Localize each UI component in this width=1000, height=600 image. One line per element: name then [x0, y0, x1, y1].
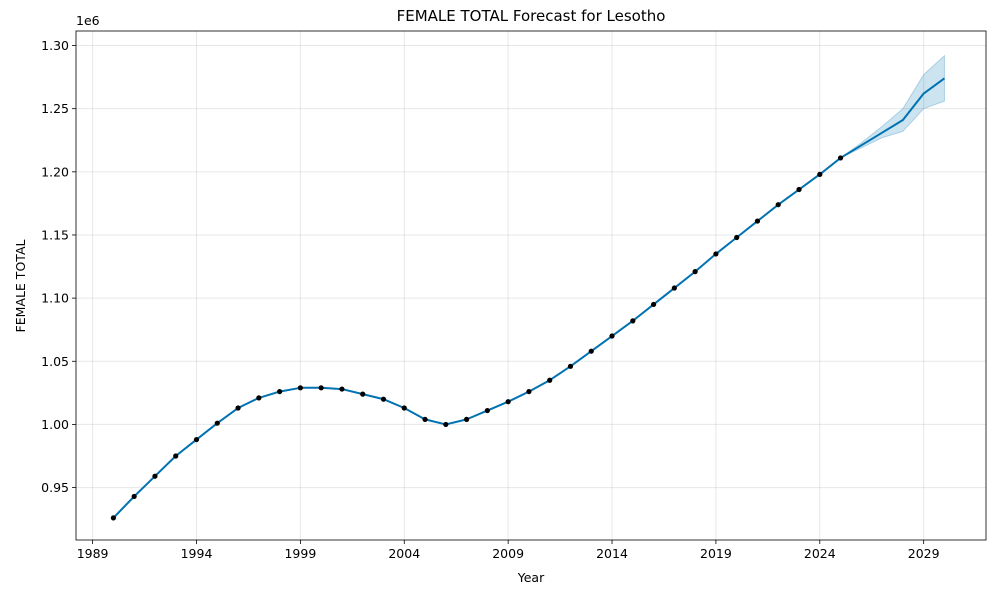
y-axis-offset-label: 1e6 — [76, 13, 100, 28]
y-tick-label: 1.20 — [41, 164, 69, 179]
x-tick-label: 2029 — [908, 546, 940, 561]
y-tick-label: 0.95 — [41, 480, 69, 495]
observed-point — [547, 377, 553, 383]
x-axis-ticks: 1989 1994 1999 2004 2009 2014 2019 2024 2029 — [77, 540, 940, 561]
y-tick-label: 1.05 — [41, 354, 69, 369]
y-axis-ticks: 0.95 1.00 1.05 1.10 1.15 1.20 1.25 1.30 — [41, 38, 76, 495]
x-tick-label: 1994 — [181, 546, 213, 561]
observed-point — [526, 388, 532, 395]
observed-point — [360, 391, 366, 397]
y-tick-label: 1.25 — [41, 101, 69, 116]
observed-point — [256, 395, 262, 401]
x-tick-label: 2014 — [596, 546, 628, 561]
observed-point — [609, 333, 615, 339]
x-axis-label: Year — [517, 570, 545, 585]
observed-point — [484, 407, 490, 414]
observed-point — [443, 421, 449, 428]
observed-point — [277, 388, 283, 395]
observed-point — [796, 186, 802, 193]
plot-frame — [75, 30, 987, 541]
y-tick-label: 1.30 — [41, 38, 69, 53]
observed-point — [713, 251, 719, 257]
x-tick-label: 2004 — [388, 546, 420, 561]
observed-point — [463, 416, 470, 422]
y-tick-label: 1.15 — [41, 227, 69, 242]
y-tick-label: 1.00 — [41, 417, 69, 432]
observed-point — [422, 416, 428, 422]
observed-point — [152, 473, 158, 479]
observed-point — [817, 171, 823, 177]
observed-point — [131, 493, 137, 500]
grid — [76, 31, 986, 540]
observed-point — [339, 386, 345, 392]
observed-point — [110, 515, 116, 521]
observed-points — [110, 155, 844, 521]
y-tick-label: 1.10 — [41, 291, 69, 306]
observed-point — [588, 348, 594, 354]
observed-point — [567, 363, 574, 369]
observed-point — [505, 399, 511, 405]
observed-point — [297, 385, 303, 391]
observed-point — [235, 405, 241, 411]
x-tick-label: 2009 — [492, 546, 524, 561]
chart-title: FEMALE TOTAL Forecast for Lesotho — [397, 7, 666, 25]
observed-point — [734, 234, 740, 241]
observed-point — [650, 301, 657, 308]
observed-point — [173, 453, 179, 459]
observed-point — [193, 436, 200, 443]
observed-point — [630, 318, 636, 324]
y-axis-label: FEMALE TOTAL — [13, 240, 28, 333]
observed-point — [837, 155, 844, 161]
x-tick-label: 1989 — [77, 546, 109, 561]
x-tick-label: 2024 — [804, 546, 836, 561]
observed-point — [671, 285, 677, 291]
observed-point — [401, 405, 407, 411]
observed-point — [754, 218, 761, 224]
observed-point — [214, 420, 220, 426]
observed-point — [692, 269, 698, 275]
observed-point — [380, 396, 387, 402]
x-tick-label: 2019 — [700, 546, 732, 561]
observed-point — [775, 202, 781, 208]
observed-point — [318, 385, 324, 391]
x-tick-label: 1999 — [284, 546, 316, 561]
